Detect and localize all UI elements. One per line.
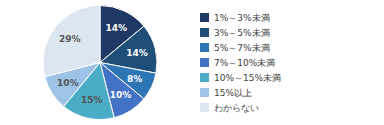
legend-label: 10%～15%未満 <box>214 73 281 83</box>
legend-label: 7%～10%未満 <box>214 58 275 68</box>
legend-label: わからない <box>214 103 259 113</box>
legend-swatch <box>200 58 209 67</box>
legend-swatch <box>200 43 209 52</box>
data-label: 29% <box>59 34 81 44</box>
legend-swatch <box>200 88 209 97</box>
data-label: 14% <box>105 23 127 33</box>
data-label: 10% <box>57 78 79 88</box>
slices <box>43 6 157 120</box>
chart-container: 14%14%8%10%15%10%29%1%～3%未満3%～5%未満5%～7%未… <box>0 0 384 125</box>
legend-label: 15%以上 <box>214 88 252 98</box>
data-label: 8% <box>127 74 142 84</box>
legend-swatch <box>200 103 209 112</box>
legend-swatch <box>200 28 209 37</box>
data-labels: 14%14%8%10%15%10%29% <box>57 23 148 105</box>
legend-swatch <box>200 73 209 82</box>
legend-label: 3%～5%未満 <box>214 28 270 38</box>
legend-label: 1%～3%未満 <box>214 13 270 23</box>
legend-swatch <box>200 13 209 22</box>
legend-label: 5%～7%未満 <box>214 43 270 53</box>
data-label: 15% <box>81 95 103 105</box>
data-label: 14% <box>126 48 148 58</box>
pie-slice <box>43 6 100 77</box>
chart: 14%14%8%10%15%10%29%1%～3%未満3%～5%未満5%～7%未… <box>0 0 384 125</box>
data-label: 10% <box>110 90 132 100</box>
legend: 1%～3%未満 3%～5%未満 5%～7%未満 7%～10%未満 10%～15%未満 15… <box>200 13 281 113</box>
